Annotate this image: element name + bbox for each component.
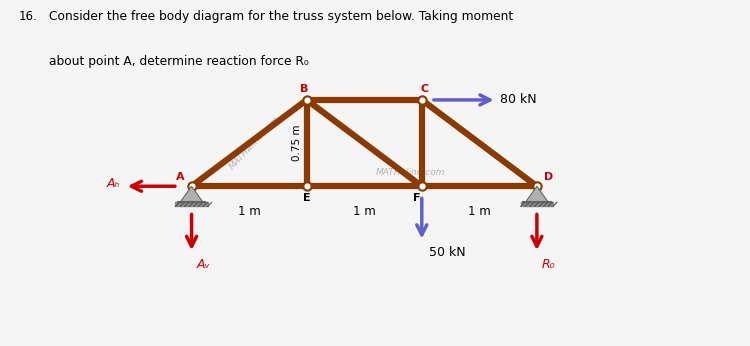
Text: R₀: R₀	[542, 258, 555, 271]
Text: Aₕ: Aₕ	[106, 177, 120, 190]
Text: Consider the free body diagram for the truss system below. Taking moment: Consider the free body diagram for the t…	[49, 10, 513, 24]
Polygon shape	[525, 186, 548, 202]
Text: A: A	[176, 172, 184, 182]
Text: C: C	[420, 84, 428, 94]
Text: 1 m: 1 m	[468, 204, 490, 218]
Text: Aᵥ: Aᵥ	[196, 258, 210, 271]
Text: MATHalino.com: MATHalino.com	[376, 168, 445, 177]
Text: MATHalino.com: MATHalino.com	[228, 114, 282, 171]
Text: 16.: 16.	[19, 10, 38, 24]
Text: 1 m: 1 m	[238, 204, 260, 218]
Text: about point A, determine reaction force R₀: about point A, determine reaction force …	[49, 55, 308, 69]
Polygon shape	[180, 186, 203, 202]
Text: D: D	[544, 172, 553, 182]
Text: B: B	[300, 84, 308, 94]
Text: F: F	[413, 193, 421, 203]
Text: 1 m: 1 m	[352, 204, 376, 218]
Text: 50 kN: 50 kN	[429, 246, 465, 259]
Text: 80 kN: 80 kN	[500, 93, 537, 107]
Text: 0.75 m: 0.75 m	[292, 125, 302, 161]
Text: E: E	[303, 193, 310, 203]
